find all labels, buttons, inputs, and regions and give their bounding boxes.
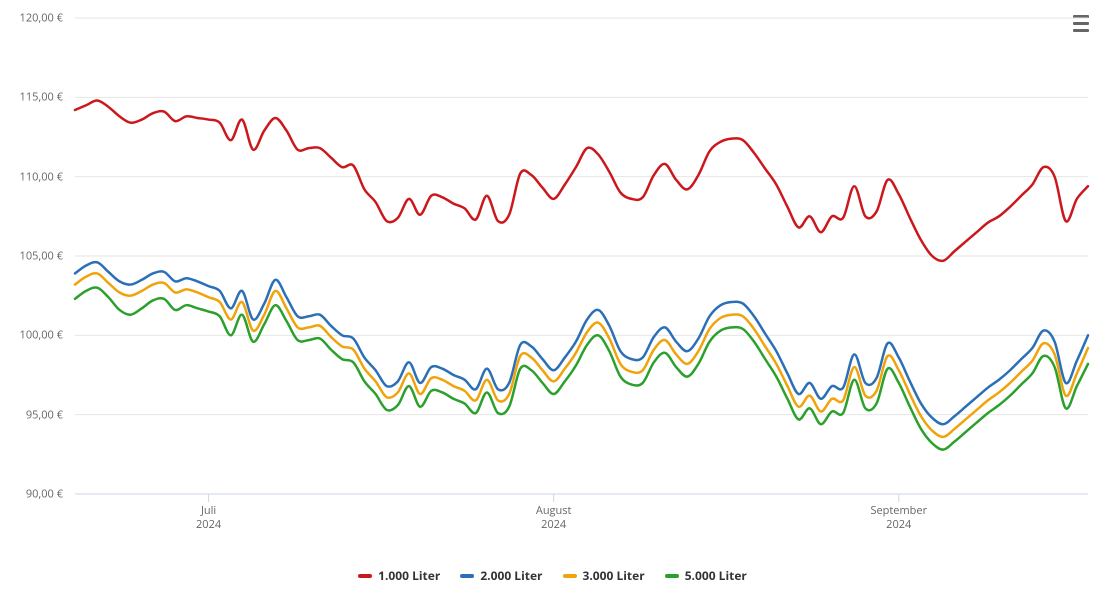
series-5.000-liter [75, 287, 1088, 449]
legend-swatch [460, 574, 474, 578]
legend-item[interactable]: 1.000 Liter [358, 567, 440, 584]
legend-label: 1.000 Liter [378, 567, 440, 584]
legend-item[interactable]: 2.000 Liter [460, 567, 542, 584]
legend-swatch [665, 574, 679, 578]
legend-label: 3.000 Liter [583, 567, 645, 584]
legend-label: 5.000 Liter [685, 567, 747, 584]
price-chart: 90,00 €95,00 €100,00 €105,00 €110,00 €11… [0, 0, 1105, 602]
legend-item[interactable]: 5.000 Liter [665, 567, 747, 584]
legend-label: 2.000 Liter [480, 567, 542, 584]
chart-legend: 1.000 Liter 2.000 Liter 3.000 Liter 5.000 L… [0, 565, 1105, 585]
legend-item[interactable]: 3.000 Liter [563, 567, 645, 584]
series-1.000-liter [75, 100, 1088, 260]
chart-svg [0, 0, 1105, 602]
legend-swatch [563, 574, 577, 578]
legend-swatch [358, 574, 372, 578]
